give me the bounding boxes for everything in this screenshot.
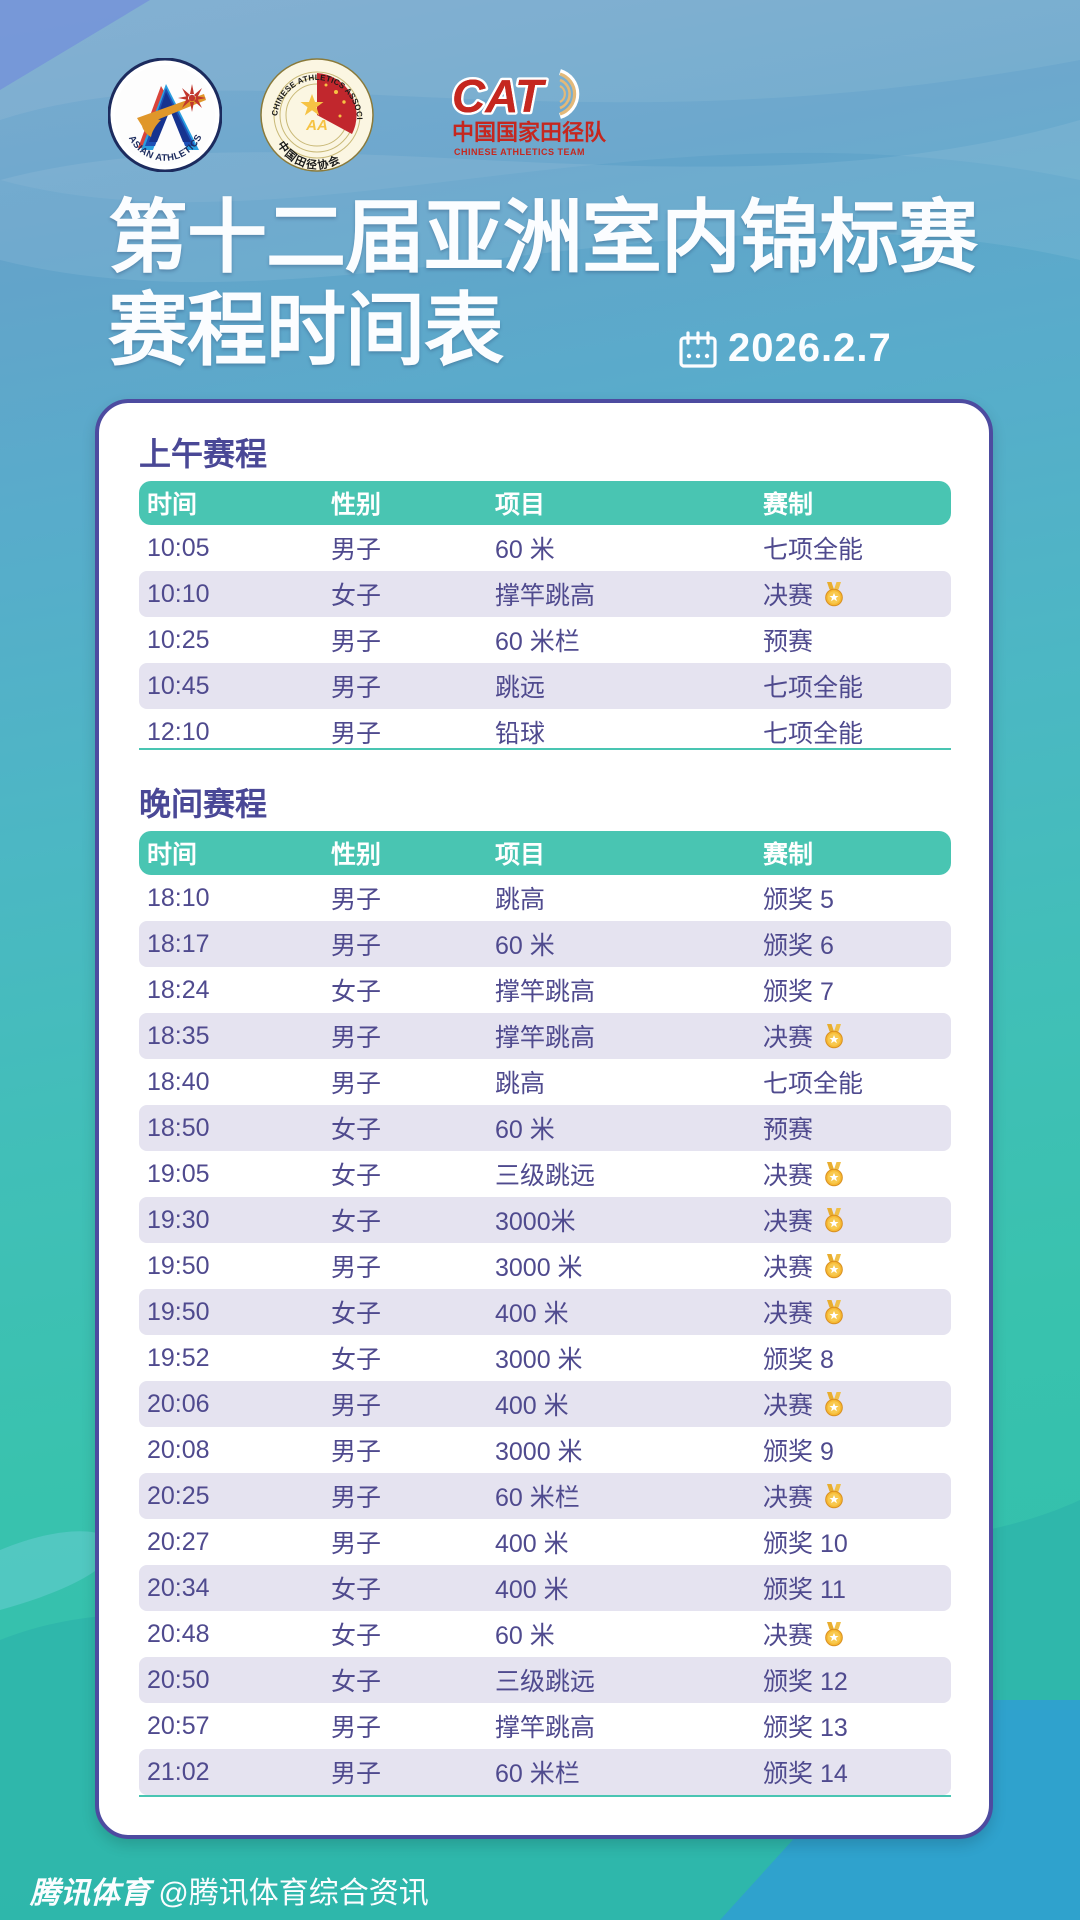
svg-text:CHINESE ATHLETICS TEAM: CHINESE ATHLETICS TEAM — [454, 147, 585, 157]
svg-text:中国国家田径队: 中国国家田径队 — [452, 120, 607, 145]
svg-text:CAT: CAT — [452, 70, 547, 122]
svg-text:AA: AA — [305, 117, 328, 134]
